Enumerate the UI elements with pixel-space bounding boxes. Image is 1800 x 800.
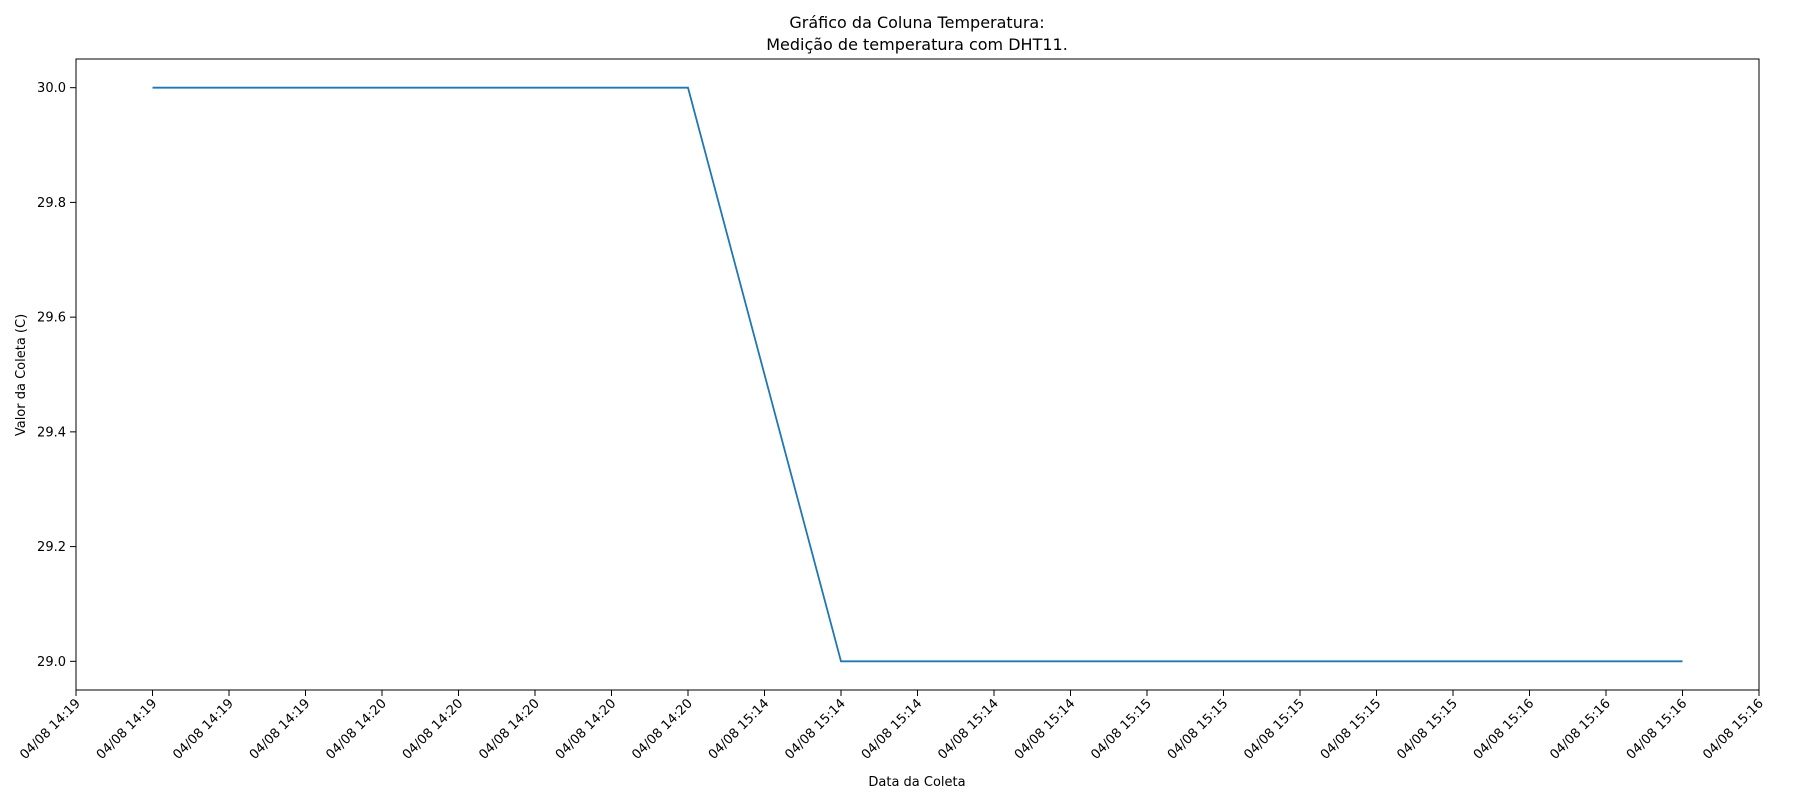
- y-tick-label: 29.6: [37, 311, 66, 326]
- x-tick-label: 04/08 15:14: [1012, 696, 1079, 763]
- y-tick-label: 30.0: [37, 81, 66, 96]
- x-tick-label: 04/08 14:20: [629, 696, 696, 763]
- x-tick-label: 04/08 14:19: [94, 696, 161, 763]
- x-tick-label: 04/08 15:15: [1241, 696, 1308, 763]
- x-tick-label: 04/08 15:14: [859, 696, 926, 763]
- x-tick-label: 04/08 15:15: [1394, 696, 1461, 763]
- x-tick-label: 04/08 15:16: [1700, 696, 1767, 763]
- plot-frame: [75, 58, 1760, 691]
- y-axis-label: Valor da Coleta (C): [14, 314, 29, 436]
- series-line: [152, 86, 1683, 663]
- y-tick-label: 29.0: [37, 655, 66, 670]
- x-tick-label: 04/08 14:19: [17, 696, 84, 763]
- x-tick-label: 04/08 14:20: [553, 696, 620, 763]
- y-tick-label: 29.8: [37, 196, 66, 211]
- chart-title: Gráfico da Coluna Temperatura:: [789, 13, 1044, 32]
- x-tick-label: 04/08 15:14: [782, 696, 849, 763]
- x-tick-label: 04/08 15:14: [706, 696, 773, 763]
- x-tick-label: 04/08 14:20: [323, 696, 390, 763]
- y-tick-label: 29.2: [37, 540, 66, 555]
- x-tick-label: 04/08 15:15: [1088, 696, 1155, 763]
- y-tick-label: 29.4: [37, 425, 66, 440]
- plot-series: [152, 86, 1683, 663]
- chart-subtitle: Medição de temperatura com DHT11.: [766, 35, 1068, 54]
- x-tick-label: 04/08 14:20: [400, 696, 467, 763]
- x-axis-label: Data da Coleta: [868, 775, 965, 790]
- x-tick-label: 04/08 15:14: [935, 696, 1002, 763]
- x-tick-label: 04/08 15:16: [1547, 696, 1614, 763]
- x-axis-ticks: 04/08 14:19 04/08 14:19 04/08 14:19 04/08 1…: [17, 690, 1767, 763]
- x-tick-label: 04/08 15:16: [1624, 696, 1691, 763]
- x-tick-label: 04/08 14:19: [170, 696, 237, 763]
- x-tick-label: 04/08 14:19: [247, 696, 314, 763]
- y-axis-ticks: 29.0 29.2 29.4 29.6 29.8 30.0: [37, 81, 76, 670]
- x-tick-label: 04/08 15:15: [1318, 696, 1385, 763]
- x-tick-label: 04/08 15:16: [1471, 696, 1538, 763]
- x-tick-label: 04/08 14:20: [476, 696, 543, 763]
- x-tick-label: 04/08 15:15: [1165, 696, 1232, 763]
